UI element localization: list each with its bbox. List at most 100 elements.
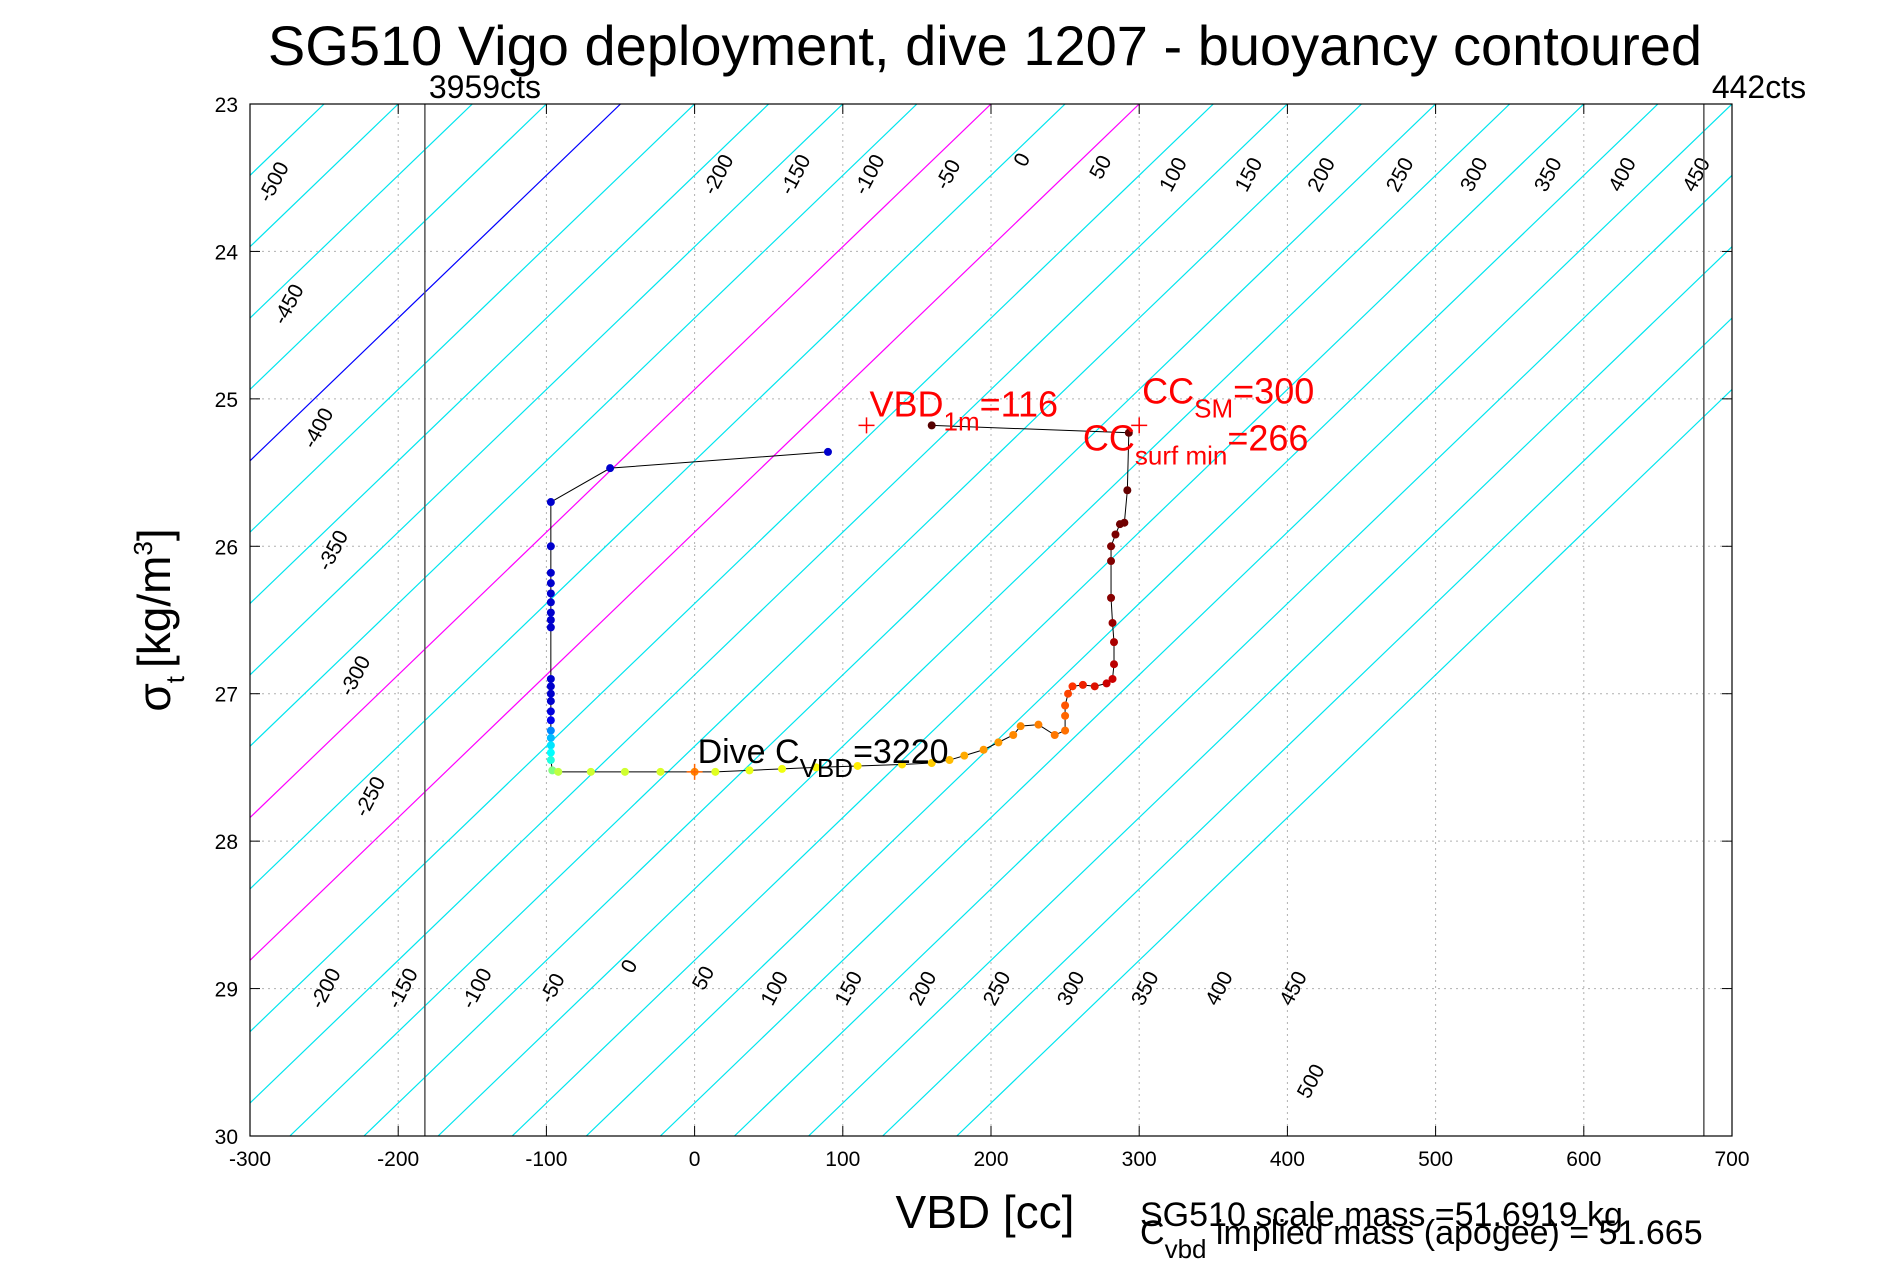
- trace-point: [546, 674, 555, 683]
- y-label-units: [kg/m: [128, 556, 180, 668]
- contour-label: -400: [298, 404, 338, 452]
- contour-line: [734, 174, 1732, 1136]
- contour-line: [250, 104, 251, 105]
- contour-label: 450: [1275, 968, 1312, 1010]
- svg-text:CCSM=300: CCSM=300: [1142, 370, 1314, 423]
- trace-point: [546, 579, 555, 588]
- contour-label: -150: [776, 151, 816, 199]
- y-label-main: σ: [128, 683, 180, 711]
- divec-sub: VBD: [800, 753, 853, 783]
- trace-point: [1107, 542, 1116, 551]
- contour-line: [363, 104, 1437, 1136]
- contour-label: 350: [1530, 154, 1567, 196]
- contour-line: [250, 104, 1214, 1033]
- trace-point: [1110, 638, 1119, 647]
- contour-label: 50: [688, 962, 719, 993]
- x-tick-label: -100: [525, 1148, 567, 1171]
- contour-line: [808, 245, 1732, 1136]
- trace-point: [620, 767, 629, 776]
- contour-label: -450: [269, 280, 309, 328]
- trace-point: [546, 689, 555, 698]
- trace-point: [945, 756, 954, 765]
- contour-label: 450: [1678, 154, 1715, 196]
- trace-point: [1090, 682, 1099, 691]
- trace-point: [1120, 518, 1129, 527]
- contour-line: [0, 104, 28, 1136]
- x-tick-label: 100: [825, 1148, 860, 1171]
- contour-line: [882, 317, 1732, 1136]
- contour-line: [585, 104, 1659, 1136]
- trace-point: [1107, 593, 1116, 602]
- trace-point: [1064, 689, 1073, 698]
- contour-label: 150: [1231, 154, 1268, 196]
- contour-label: 0: [617, 956, 643, 977]
- contour-label: 400: [1201, 968, 1238, 1010]
- trace-point: [546, 498, 555, 507]
- trace-point: [994, 738, 1003, 747]
- annotation-ccsm: CCSM=300: [1142, 370, 1314, 423]
- contour-line: [659, 104, 1732, 1136]
- vbd1m-sub: 1m: [944, 407, 980, 437]
- contour-line: [250, 104, 844, 676]
- footer-vbd-sub: vbd: [1165, 1234, 1207, 1262]
- trace-point: [546, 741, 555, 750]
- x-tick-label: 300: [1122, 1148, 1157, 1171]
- trace-point: [745, 766, 754, 775]
- plus-marker: [1131, 417, 1148, 434]
- vbd1m-tail: =116: [980, 384, 1058, 425]
- contour-line: [250, 104, 1066, 890]
- footer-implied-text: implied mass (apogee) = 51.665: [1206, 1214, 1702, 1252]
- chart-title: SG510 Vigo deployment, dive 1207 - buoya…: [268, 14, 1702, 77]
- trace-point: [1061, 726, 1070, 735]
- trace-point: [711, 767, 720, 776]
- contour-line: [437, 104, 1511, 1136]
- x-tick-label: 500: [1418, 1148, 1453, 1171]
- contour-label: -250: [350, 773, 390, 821]
- trace-point: [1009, 730, 1018, 739]
- vbd1m-main: VBD: [869, 384, 943, 425]
- trace-point: [1061, 701, 1070, 710]
- trace-point: [546, 542, 555, 551]
- contour-label: 50: [1085, 152, 1116, 183]
- contour-line: [0, 104, 102, 1136]
- ccsm-main: CC: [1142, 370, 1194, 411]
- trace-point: [1108, 674, 1117, 683]
- divec-tail: =3220: [853, 733, 949, 771]
- trace-point: [546, 568, 555, 577]
- trace-point: [546, 682, 555, 691]
- contour-label: 150: [831, 968, 868, 1010]
- trace-point: [1016, 722, 1025, 731]
- contour-label: -200: [698, 151, 738, 199]
- x-axis-label: VBD [cc]: [896, 1186, 1075, 1238]
- vbd-limit-label: 3959cts: [429, 69, 541, 105]
- buoyancy-contours: [0, 104, 1732, 1136]
- trace-point: [1034, 720, 1043, 729]
- annotation-divec: Dive CVBD=3220: [698, 733, 949, 783]
- contour-label: 300: [1053, 968, 1090, 1010]
- contour-line: [250, 104, 1288, 1104]
- contour-label: 200: [1303, 154, 1340, 196]
- y-tick-label: 27: [215, 684, 238, 707]
- trace-point: [1123, 486, 1132, 495]
- contour-label: 100: [756, 968, 793, 1010]
- trace-point: [898, 760, 907, 769]
- plus-marker: [686, 763, 703, 780]
- contour-line: [250, 104, 473, 319]
- contour-line: [289, 104, 1362, 1136]
- trace-point: [656, 767, 665, 776]
- x-tick-label: 0: [689, 1148, 701, 1171]
- contour-label: 300: [1456, 154, 1493, 196]
- trace-point: [927, 421, 936, 430]
- trace-point: [546, 589, 555, 598]
- y-label-close: ]: [128, 528, 180, 541]
- contour-label: 0: [1009, 149, 1035, 170]
- contour-label: -50: [931, 156, 966, 194]
- trace-point: [1068, 682, 1077, 691]
- trace-point: [960, 751, 969, 760]
- ccsurf-main: CC: [1083, 417, 1135, 458]
- y-tick-label: 25: [215, 389, 238, 412]
- contour-line: [250, 104, 918, 748]
- ccsurf-sub: surf min: [1135, 440, 1227, 470]
- ccsm-tail: =300: [1233, 370, 1314, 411]
